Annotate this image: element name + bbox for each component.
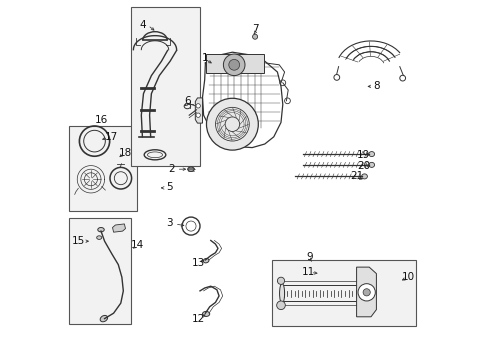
Ellipse shape (280, 284, 285, 303)
Circle shape (358, 284, 375, 301)
Text: 15: 15 (72, 236, 85, 246)
Circle shape (363, 289, 370, 296)
Ellipse shape (100, 315, 108, 322)
Polygon shape (357, 267, 376, 317)
Bar (272, 260, 416, 326)
Ellipse shape (362, 174, 368, 179)
Circle shape (206, 98, 258, 150)
Text: 5: 5 (166, 182, 172, 192)
Circle shape (277, 301, 285, 310)
Text: 4: 4 (139, 20, 146, 30)
Circle shape (400, 75, 406, 81)
Text: 7: 7 (252, 24, 259, 34)
Ellipse shape (97, 236, 102, 239)
Text: 13: 13 (192, 258, 205, 268)
Text: 17: 17 (105, 132, 119, 142)
Circle shape (223, 54, 245, 76)
Bar (69, 218, 130, 324)
Text: 10: 10 (402, 272, 416, 282)
Ellipse shape (202, 311, 210, 316)
Circle shape (334, 75, 340, 80)
Circle shape (196, 113, 200, 117)
Text: 20: 20 (357, 161, 370, 171)
Text: 6: 6 (184, 96, 191, 106)
Text: 1: 1 (202, 53, 209, 63)
Circle shape (277, 277, 285, 284)
Bar (206, 54, 264, 73)
Text: 14: 14 (130, 240, 144, 250)
Text: 21: 21 (350, 171, 363, 181)
Ellipse shape (369, 162, 374, 167)
Text: 18: 18 (119, 148, 132, 158)
Text: 2: 2 (168, 164, 174, 174)
Text: 16: 16 (95, 114, 108, 125)
Text: 19: 19 (357, 150, 370, 160)
Circle shape (196, 104, 200, 108)
Text: 9: 9 (306, 252, 313, 262)
Circle shape (252, 34, 258, 39)
Ellipse shape (98, 228, 104, 232)
Text: 3: 3 (166, 218, 172, 228)
Bar (130, 7, 200, 166)
Polygon shape (196, 98, 202, 123)
Polygon shape (113, 224, 125, 232)
Ellipse shape (203, 258, 209, 263)
Text: 8: 8 (373, 81, 380, 91)
Bar (69, 126, 137, 211)
Ellipse shape (369, 152, 374, 157)
Text: 12: 12 (192, 314, 205, 324)
Text: 11: 11 (301, 267, 315, 277)
Circle shape (229, 59, 240, 70)
Ellipse shape (188, 167, 194, 171)
